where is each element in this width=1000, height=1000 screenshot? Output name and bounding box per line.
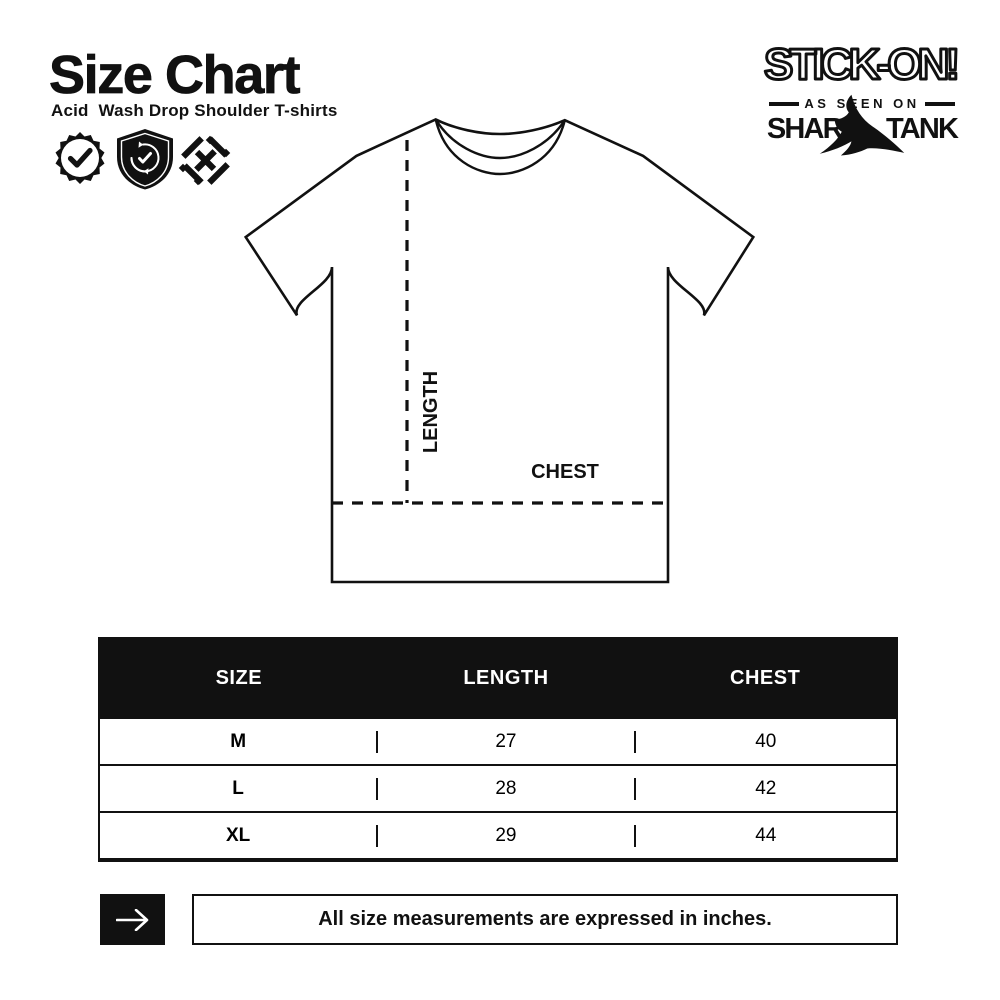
svg-text:CHEST: CHEST — [531, 461, 599, 483]
svg-text:LENGTH: LENGTH — [420, 371, 442, 453]
